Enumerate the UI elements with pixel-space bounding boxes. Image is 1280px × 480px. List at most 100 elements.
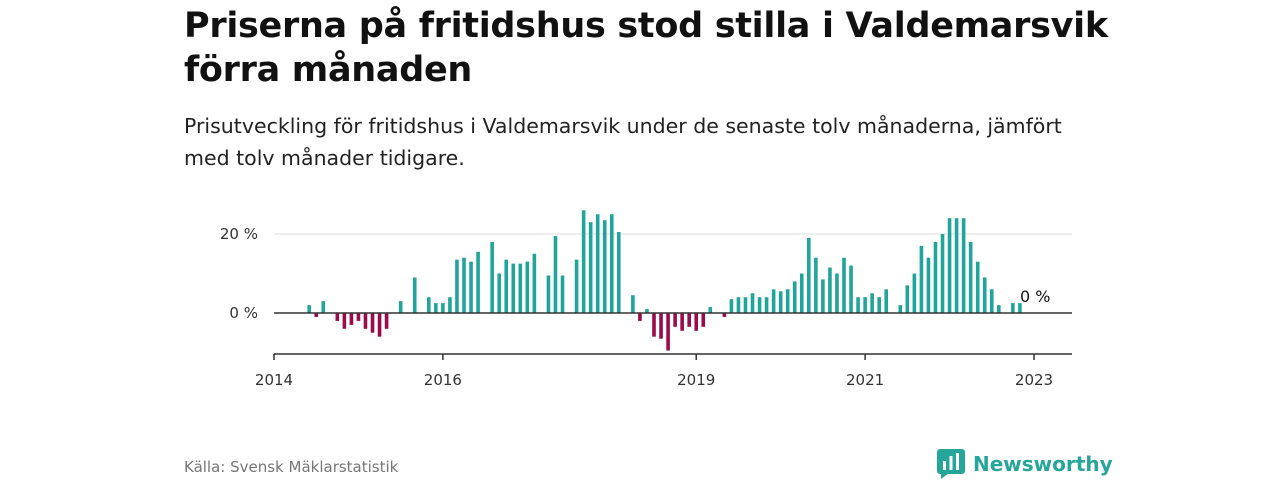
data-bar — [588, 222, 593, 313]
data-bar — [673, 313, 677, 327]
data-bar — [511, 263, 516, 313]
x-tick-label: 2023 — [1015, 371, 1053, 389]
data-bar — [785, 289, 790, 313]
data-bar — [384, 313, 389, 329]
brand-name: Newsworthy — [973, 452, 1113, 476]
data-bar — [441, 303, 445, 313]
data-bar — [680, 313, 684, 331]
x-tick-label: 2016 — [424, 371, 462, 389]
data-bar — [525, 261, 530, 313]
data-bar — [757, 297, 762, 313]
data-bar — [722, 313, 727, 317]
data-bar — [743, 297, 748, 313]
data-bar — [750, 293, 755, 313]
x-tick-label: 2014 — [255, 371, 293, 389]
data-bar — [792, 281, 797, 313]
data-bar — [975, 261, 980, 313]
data-bar — [764, 297, 769, 313]
data-bar — [370, 313, 375, 333]
data-bar — [490, 241, 494, 313]
data-bar — [736, 297, 741, 313]
data-bar — [947, 218, 952, 313]
data-bar — [363, 313, 368, 329]
data-bar — [617, 232, 621, 313]
data-bar — [799, 273, 804, 313]
data-bar — [659, 313, 663, 339]
data-bar — [898, 305, 903, 313]
data-bar — [778, 291, 783, 313]
data-bar — [940, 234, 945, 313]
source-note: Källa: Svensk Mäklarstatistik — [184, 458, 399, 476]
data-bar — [807, 237, 811, 313]
x-tick-label: 2019 — [677, 371, 715, 389]
data-bar — [729, 299, 734, 313]
data-bar — [307, 305, 311, 313]
chart-subtitle: Prisutveckling för fritidshus i Valdemar… — [184, 114, 1062, 170]
data-bar — [497, 273, 501, 313]
data-bar — [926, 257, 931, 313]
x-tick-label: 2021 — [846, 371, 884, 389]
data-bar — [342, 313, 347, 329]
data-bar — [835, 273, 839, 313]
data-bar — [814, 257, 818, 313]
data-bar — [1018, 303, 1022, 313]
data-bar — [448, 297, 452, 313]
data-bar — [933, 241, 938, 313]
data-bar — [856, 297, 860, 313]
data-bar — [532, 253, 537, 313]
data-bar — [912, 273, 917, 313]
data-bar — [504, 259, 509, 313]
data-bar — [863, 297, 867, 313]
data-bar — [602, 220, 607, 313]
data-bar — [842, 257, 846, 313]
data-bar — [377, 313, 382, 337]
data-bar — [412, 277, 417, 313]
data-bar — [638, 313, 642, 321]
data-bar — [356, 313, 361, 321]
data-bar — [828, 267, 832, 313]
data-bar — [609, 214, 614, 313]
data-bar — [1011, 303, 1015, 313]
data-bar — [476, 251, 480, 313]
data-bar — [349, 313, 354, 325]
data-bar — [771, 289, 776, 313]
data-bar — [905, 285, 910, 313]
data-bar — [652, 313, 656, 337]
data-bar — [595, 214, 600, 313]
bar-chart: 0 % 20 % 2014 2016 2019 2021 2023 0 % — [220, 210, 1072, 389]
newsworthy-icon — [937, 449, 965, 479]
data-bar — [427, 297, 431, 313]
data-bar — [645, 309, 649, 313]
brand-logo[interactable]: Newsworthy — [937, 449, 1113, 479]
data-bar — [574, 259, 579, 313]
data-bar — [546, 275, 551, 313]
y-tick-label: 0 % — [229, 304, 258, 322]
data-bar — [321, 301, 326, 313]
data-bar — [398, 301, 403, 313]
data-bar — [997, 305, 1001, 313]
data-bar — [469, 261, 473, 313]
data-bar — [989, 289, 994, 313]
data-bar — [708, 307, 713, 313]
data-bar — [877, 297, 881, 313]
data-bar — [961, 218, 966, 313]
data-bar — [462, 257, 466, 313]
data-bar — [982, 277, 987, 313]
data-bar — [455, 259, 459, 313]
data-bar — [687, 313, 691, 327]
data-bar — [821, 279, 825, 313]
y-tick-label: 20 % — [220, 225, 258, 243]
data-bar — [666, 313, 670, 351]
data-bar — [560, 275, 565, 313]
chart-title: Priserna på fritidshus stod stilla i Val… — [184, 6, 1108, 90]
data-bar — [884, 289, 889, 313]
data-bar — [434, 303, 438, 313]
latest-value-label: 0 % — [1020, 287, 1050, 306]
data-bar — [631, 295, 635, 313]
data-bar — [954, 218, 959, 313]
data-bar — [335, 313, 340, 321]
data-bar — [581, 210, 586, 313]
data-bar — [968, 241, 973, 313]
data-bar — [919, 245, 924, 313]
data-bar — [518, 263, 523, 313]
